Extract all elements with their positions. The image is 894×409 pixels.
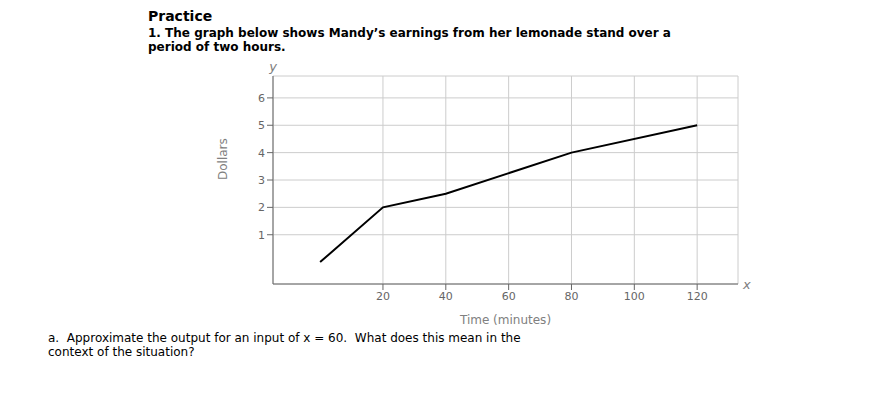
- html-text:Practice: Practice: [148, 8, 213, 24]
- svg-text:4: 4: [258, 147, 265, 160]
- html-text:context of the situation?: context of the situation?: [48, 345, 195, 359]
- svg-text:1: 1: [258, 229, 265, 242]
- svg-text:Time (minutes): Time (minutes): [459, 313, 551, 327]
- svg-text:Dollars: Dollars: [216, 138, 230, 180]
- svg-text:y: y: [268, 59, 277, 74]
- html-text:a. Approximate the output for: a. Approximate the output for an input o…: [48, 331, 521, 345]
- svg-text:6: 6: [258, 92, 265, 105]
- svg-text:5: 5: [258, 119, 265, 132]
- svg-text:20: 20: [376, 290, 390, 303]
- html-text:period of two hours.: period of two hours.: [148, 40, 286, 54]
- svg-text:2: 2: [258, 201, 265, 214]
- svg-text:80: 80: [564, 290, 578, 303]
- svg-text:3: 3: [258, 174, 265, 187]
- svg-text:100: 100: [624, 290, 645, 303]
- svg-text:x: x: [742, 277, 751, 292]
- svg-text:60: 60: [502, 290, 516, 303]
- html-text:1. The graph below shows Mandy: 1. The graph below shows Mandy’s earning…: [148, 26, 671, 40]
- svg-text:40: 40: [439, 290, 453, 303]
- svg-text:120: 120: [687, 290, 708, 303]
